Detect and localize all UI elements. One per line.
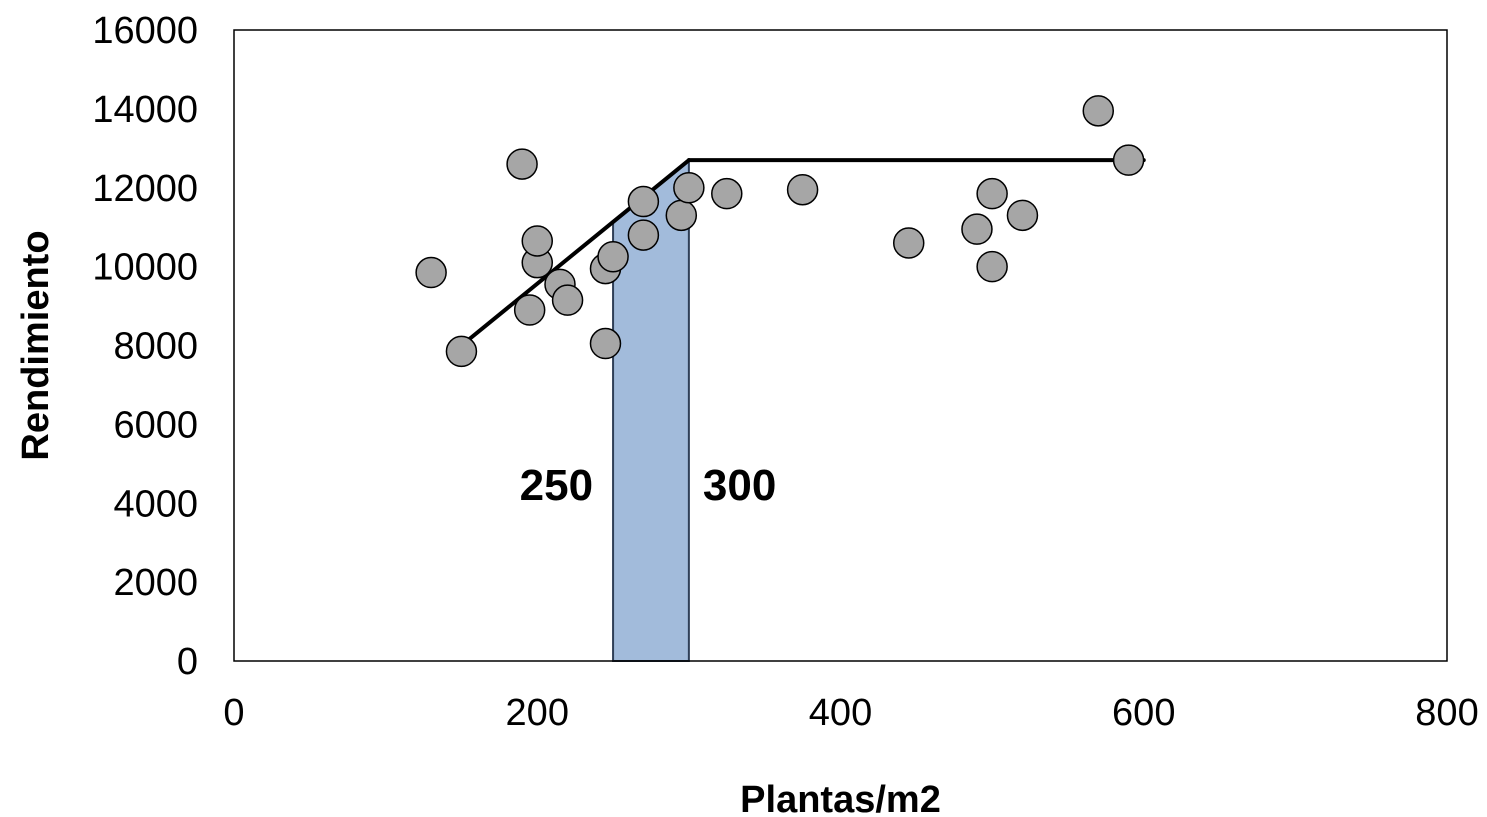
x-tick-label: 200 — [506, 692, 569, 734]
data-point — [513, 294, 546, 326]
y-tick-label: 12000 — [92, 168, 198, 210]
data-point — [627, 219, 660, 251]
y-tick-label: 8000 — [113, 326, 198, 368]
data-point — [976, 250, 1008, 283]
data-point — [506, 148, 538, 180]
y-tick-label: 6000 — [113, 404, 198, 446]
scatter-points — [415, 95, 1145, 368]
data-point — [551, 284, 584, 316]
y-tick-label: 2000 — [113, 562, 198, 604]
x-tick-label: 400 — [809, 692, 872, 734]
y-tick-label: 16000 — [92, 10, 198, 52]
data-point — [786, 173, 819, 206]
data-point — [665, 199, 698, 232]
plot-area-frame — [233, 29, 1448, 662]
annotations: 250 300 — [520, 461, 777, 510]
data-point — [1112, 144, 1145, 176]
data-point — [961, 213, 993, 245]
y-axis-title: Rendimiento — [15, 230, 57, 460]
data-point — [1082, 95, 1115, 127]
data-point — [711, 177, 743, 210]
data-point — [627, 185, 660, 218]
data-point — [415, 256, 447, 289]
data-point — [589, 327, 622, 360]
y-tick-labels: 0 2000 4000 6000 8000 10000 12000 14000 16000 — [92, 10, 198, 683]
y-tick-label: 14000 — [92, 89, 198, 131]
x-tick-label: 600 — [1112, 692, 1175, 734]
x-tick-labels: 0 200 400 600 800 — [223, 692, 1478, 734]
data-point — [976, 177, 1008, 210]
data-point — [445, 335, 478, 368]
x-tick-label: 800 — [1415, 692, 1478, 734]
data-point — [1006, 199, 1039, 232]
data-point — [892, 227, 925, 259]
x-axis-title: Plantas/m2 — [740, 779, 941, 817]
data-point — [597, 241, 629, 273]
annotation-label: 250 — [520, 461, 593, 510]
y-tick-label: 0 — [177, 641, 198, 683]
x-tick-label: 0 — [223, 692, 244, 734]
annotation-label: 300 — [703, 461, 776, 510]
data-point — [673, 172, 705, 204]
y-tick-label: 10000 — [92, 247, 198, 289]
y-tick-label: 4000 — [113, 483, 198, 525]
data-point — [521, 225, 553, 257]
